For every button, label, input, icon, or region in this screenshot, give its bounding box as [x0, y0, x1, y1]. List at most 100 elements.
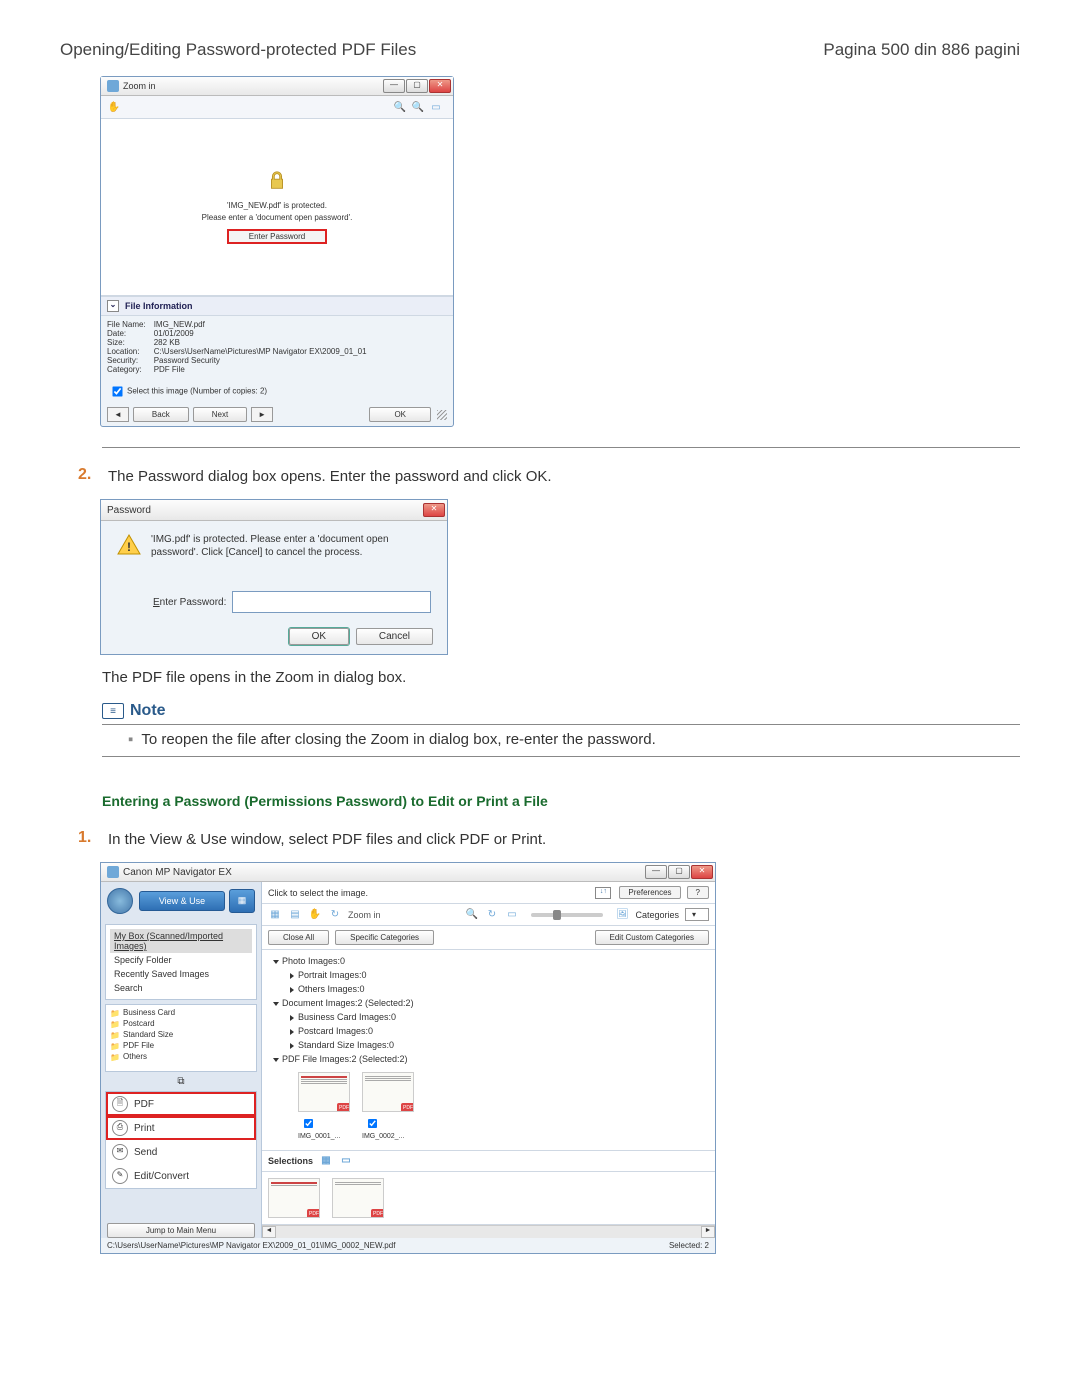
maximize-button[interactable]: ▢ [668, 865, 690, 879]
app-icon [107, 80, 119, 92]
edit-categories-button[interactable]: Edit Custom Categories [595, 930, 709, 945]
zoomout-icon[interactable]: 🔍 [465, 909, 479, 921]
category-area: Photo Images:0 Portrait Images:0 Others … [262, 950, 715, 1151]
preferences-button[interactable]: Preferences [619, 886, 680, 899]
logo-icon [107, 888, 133, 914]
select-image-label: Select this image (Number of copies: 2) [127, 387, 267, 396]
edit-action[interactable]: ✎Edit/Convert [106, 1164, 256, 1188]
next-arrow[interactable]: ► [251, 407, 273, 422]
close-button[interactable]: ✕ [691, 865, 713, 879]
password-input[interactable] [232, 591, 431, 613]
bullet-icon: ▪ [128, 731, 133, 748]
collapse-icon[interactable]: ⌄ [107, 300, 119, 312]
fit-icon[interactable]: ▭ [429, 100, 443, 114]
pdf-badge-icon: PDF [337, 1103, 350, 1112]
rotate-icon[interactable]: ↻ [328, 909, 342, 921]
ok-button[interactable]: OK [369, 407, 431, 422]
minimize-button[interactable]: — [645, 865, 667, 879]
categories-dropdown[interactable]: ▾ [685, 908, 709, 921]
lock-icon [266, 170, 288, 192]
sort-icon[interactable]: ↓↑ [595, 887, 611, 899]
grid-icon[interactable]: ▦ [319, 1155, 333, 1167]
note-icon: ≡ [102, 703, 124, 719]
sidebar-item-search[interactable]: Search [110, 981, 252, 995]
categories-label: Categories [635, 910, 679, 920]
ok-button[interactable]: OK [289, 628, 349, 645]
view-use-button[interactable]: View & Use [139, 891, 225, 911]
cancel-button[interactable]: Cancel [356, 628, 433, 645]
grid-icon[interactable]: ▦ [268, 909, 282, 921]
file-info-head: File Information [125, 301, 193, 311]
clear-icon[interactable]: ▭ [339, 1155, 353, 1167]
selected-count: Selected: 2 [669, 1241, 709, 1250]
nav-title: Canon MP Navigator EX [123, 867, 232, 878]
note-text: To reopen the file after closing the Zoo… [141, 731, 655, 748]
help-button[interactable]: ? [687, 886, 709, 899]
hand-icon[interactable]: ✋ [107, 100, 121, 114]
enter-password-button[interactable]: Enter Password [227, 229, 327, 244]
hand-icon[interactable]: ✋ [308, 909, 322, 921]
zoom-window: Zoom in — ▢ ✕ ✋ 🔍 🔍 ▭ 'IMG_NEW.pdf' is p… [100, 76, 454, 427]
thumb-icon[interactable]: ▭ [505, 909, 519, 921]
scrollbar[interactable]: ◄► [262, 1225, 715, 1238]
file-info: File Name:IMG_NEW.pdf Date:01/01/2009 Si… [101, 316, 453, 378]
status-path: C:\Users\UserName\Pictures\MP Navigator … [107, 1241, 395, 1250]
print-action[interactable]: ⎙Print [106, 1116, 256, 1140]
more-icon[interactable]: ⧉ [101, 1072, 261, 1091]
selection-area: PDF PDF [262, 1172, 715, 1225]
password-message: 'IMG.pdf' is protected. Please enter a '… [151, 533, 431, 559]
next-button[interactable]: Next [193, 407, 247, 422]
thumb-checkbox[interactable] [368, 1119, 377, 1128]
category-tree[interactable]: 📁Business Card 📁Postcard 📁Standard Size … [105, 1004, 257, 1072]
click-hint: Click to select the image. [268, 888, 368, 898]
section-heading: Entering a Password (Permissions Passwor… [102, 793, 1020, 809]
selections-label: Selections [268, 1156, 313, 1166]
thumbnail[interactable]: PDF IMG_0002_... [362, 1072, 414, 1140]
refresh-icon[interactable]: ↻ [485, 909, 499, 921]
close-all-button[interactable]: Close All [268, 930, 329, 945]
zoomin-icon[interactable]: 🔍 [393, 100, 407, 114]
jump-main-menu[interactable]: Jump to Main Menu [107, 1223, 255, 1238]
page-title: Opening/Editing Password-protected PDF F… [60, 40, 416, 60]
list-icon[interactable]: ▤ [288, 909, 302, 921]
note-head: Note [130, 702, 166, 720]
back-button[interactable]: Back [133, 407, 189, 422]
select-image-checkbox[interactable] [112, 386, 122, 396]
close-button[interactable]: ✕ [423, 503, 445, 517]
protected-msg1: 'IMG_NEW.pdf' is protected. [227, 200, 327, 211]
svg-text:!: ! [127, 540, 131, 554]
pdf-badge-icon: PDF [401, 1103, 414, 1112]
sidebar-item-mybox[interactable]: My Box (Scanned/Imported Images) [110, 929, 252, 953]
sidebar-item-recent[interactable]: Recently Saved Images [110, 967, 252, 981]
thumbnail[interactable]: PDF IMG_0001_... [298, 1072, 350, 1140]
prev-arrow[interactable]: ◄ [107, 407, 129, 422]
app-icon [107, 866, 119, 878]
minimize-button[interactable]: — [383, 79, 405, 93]
step-text: The Password dialog box opens. Enter the… [108, 466, 552, 485]
password-dialog: Password ✕ ! 'IMG.pdf' is protected. Ple… [100, 499, 448, 655]
step-number: 2. [78, 466, 98, 485]
resize-grip[interactable] [437, 410, 447, 420]
maximize-button[interactable]: ▢ [406, 79, 428, 93]
zoomin-label: Zoom in [348, 910, 381, 920]
protected-msg2: Please enter a 'document open password'. [202, 212, 353, 223]
specific-categories-button[interactable]: Specific Categories [335, 930, 434, 945]
page-number: Pagina 500 din 886 pagini [823, 40, 1020, 60]
sidebar-item-specify[interactable]: Specify Folder [110, 953, 252, 967]
grid-button[interactable]: ▦ [229, 889, 255, 913]
body-text: The PDF file opens in the Zoom in dialog… [102, 669, 1020, 686]
thumb-checkbox[interactable] [304, 1119, 313, 1128]
navigator-window: Canon MP Navigator EX — ▢ ✕ View & Use ▦… [100, 862, 716, 1254]
send-action[interactable]: ✉Send [106, 1140, 256, 1164]
pdf-action[interactable]: 🗎PDF [106, 1092, 256, 1116]
zoom-title: Zoom in [123, 81, 156, 91]
close-button[interactable]: ✕ [429, 79, 451, 93]
picture-icon[interactable]: 🖼 [615, 909, 629, 921]
warning-icon: ! [117, 533, 141, 557]
zoom-slider[interactable] [531, 913, 603, 917]
password-title: Password [107, 505, 151, 516]
step-number: 1. [78, 829, 98, 848]
step-text: In the View & Use window, select PDF fil… [108, 829, 546, 848]
password-label: Enter Password: [153, 597, 226, 608]
zoomout-icon[interactable]: 🔍 [411, 100, 425, 114]
